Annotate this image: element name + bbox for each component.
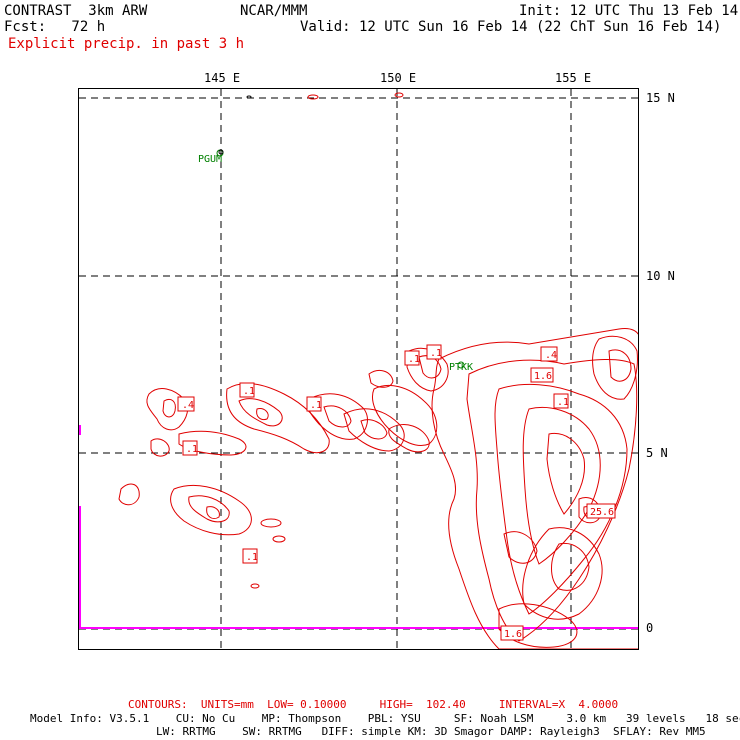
- lon-label-155: 155 E: [555, 71, 592, 85]
- contour-label: 1.6: [530, 367, 554, 383]
- forecast-hour: Fcst: 72 h: [4, 19, 106, 35]
- contour-label: 1.6: [500, 625, 524, 641]
- contour-label: .1: [553, 393, 569, 409]
- contour-label-text: .4: [182, 400, 194, 411]
- lat-label-5n: 5 N: [646, 446, 668, 460]
- contour-labels: .1 .1 .4 .1 .1 .1 .4 .1 .1 1.6 .1 25.6 1…: [177, 344, 616, 641]
- contour-label-text: .1: [430, 348, 442, 359]
- model-info: Model Info: V3.5.1 CU: No Cu MP: Thompso…: [30, 712, 740, 725]
- station-label-ptkk: PTKK: [449, 362, 473, 373]
- contour-label: .1: [242, 548, 258, 564]
- contour-label-text: .4: [545, 350, 557, 361]
- contour-label: .1: [426, 344, 442, 360]
- contour-label-text: .1: [310, 400, 322, 411]
- model-title: CONTRAST 3km ARW: [4, 3, 148, 19]
- contour-label: .4: [177, 396, 195, 412]
- map-plot: .1 .1 .4 .1 .1 .1 .4 .1 .1 1.6 .1 25.6 1…: [78, 88, 639, 650]
- contour-label: .1: [239, 382, 255, 398]
- station-marker-ptkk: [457, 361, 465, 369]
- contour-label: .1: [182, 440, 198, 456]
- contour-label-text: 25.6: [590, 507, 614, 518]
- contour-label-text: .1: [243, 386, 255, 397]
- lon-label-150: 150 E: [380, 71, 417, 85]
- contour-info: CONTOURS: UNITS=mm LOW= 0.10000 HIGH= 10…: [128, 698, 619, 711]
- contour-label: .1: [404, 350, 420, 366]
- coastlines: [218, 95, 252, 155]
- stations: PGUM PTKK: [198, 149, 473, 373]
- valid-time: Valid: 12 UTC Sun 16 Feb 14 (22 ChT Sun …: [300, 19, 722, 35]
- lat-lon-grid: [79, 89, 638, 649]
- contour-label-text: 1.6: [504, 629, 522, 640]
- field-title: Explicit precip. in past 3 h: [8, 36, 245, 52]
- contour-label-text: .1: [246, 552, 258, 563]
- center-title: NCAR/MMM: [240, 3, 308, 19]
- contour-label: .1: [306, 396, 322, 412]
- precip-contours: [118, 92, 638, 649]
- lat-label-0: 0: [646, 621, 654, 635]
- lon-label-145: 145 E: [204, 71, 241, 85]
- model-info-physics: LW: RRTMG SW: RRTMG DIFF: simple KM: 3D …: [156, 725, 706, 738]
- contour-label-text: .1: [557, 397, 569, 408]
- inner-domain-boundary: [79, 425, 638, 629]
- contour-label-text: .1: [408, 354, 420, 365]
- contour-label: 25.6: [586, 503, 616, 519]
- contour-label-text: 1.6: [534, 371, 552, 382]
- lat-label-15n: 15 N: [646, 91, 675, 105]
- station-label-pgum: PGUM: [198, 154, 222, 165]
- init-time: Init: 12 UTC Thu 13 Feb 14: [519, 3, 739, 19]
- contour-label-text: .1: [186, 444, 198, 455]
- map-canvas: .1 .1 .4 .1 .1 .1 .4 .1 .1 1.6 .1 25.6 1…: [79, 89, 638, 649]
- contour-label: .4: [540, 346, 558, 362]
- lat-label-10n: 10 N: [646, 269, 675, 283]
